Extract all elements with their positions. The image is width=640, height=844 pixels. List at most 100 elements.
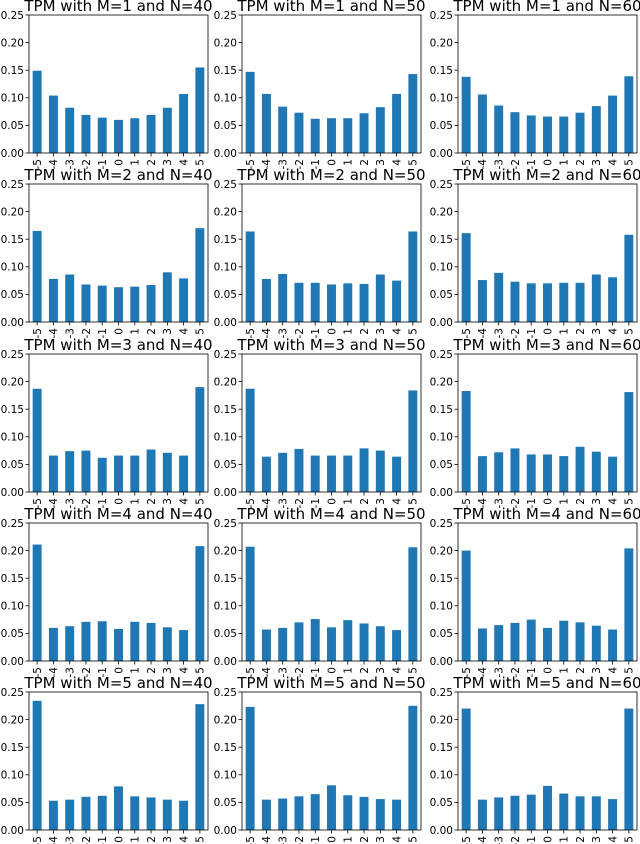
bar — [510, 281, 520, 322]
x-tick-label: 0 — [113, 159, 125, 166]
x-tick-label: -2 — [510, 159, 522, 169]
bar — [510, 112, 520, 153]
x-tick-label: -3 — [64, 328, 76, 338]
bar — [48, 800, 58, 830]
bar — [48, 278, 58, 322]
y-tick-label: 0.00 — [1, 487, 24, 499]
x-tick-label: -4 — [477, 328, 489, 339]
bar — [461, 550, 471, 661]
x-tick-label: -4 — [261, 836, 273, 844]
bar — [343, 795, 353, 830]
y-tick-label: 0.25 — [1, 179, 24, 191]
y-tick-label: 0.20 — [214, 376, 237, 388]
bar — [477, 94, 487, 153]
x-tick-label: 4 — [391, 836, 403, 843]
bar — [114, 786, 123, 830]
bar — [477, 456, 487, 492]
bar — [608, 629, 618, 661]
x-tick-label: -2 — [81, 159, 93, 169]
x-tick-label: 3 — [591, 328, 603, 335]
bar — [162, 452, 172, 492]
bar — [114, 628, 123, 661]
x-tick-label: 0 — [113, 836, 125, 843]
x-tick-label: 1 — [559, 159, 571, 166]
x-tick-label: 4 — [607, 159, 619, 166]
x-tick-label: -1 — [310, 159, 322, 169]
x-tick-label: -5 — [461, 159, 473, 169]
x-tick-label: -4 — [477, 498, 489, 509]
x-tick-label: -3 — [277, 159, 289, 169]
x-tick-label: -3 — [277, 667, 289, 677]
x-tick-label: -2 — [81, 498, 93, 508]
x-tick-label: -1 — [310, 498, 322, 508]
x-tick-label: 4 — [391, 667, 403, 674]
x-tick-label: -3 — [493, 667, 505, 677]
x-tick-label: 3 — [162, 328, 174, 335]
y-tick-label: 0.00 — [1, 825, 24, 837]
y-tick-label: 0.10 — [214, 770, 237, 782]
bar — [477, 628, 487, 661]
bar — [114, 287, 123, 322]
chart-title: TPM with M=3 and N=40 — [23, 336, 212, 354]
x-tick-label: 3 — [591, 159, 603, 166]
bar — [526, 115, 536, 153]
bar — [461, 708, 471, 830]
x-tick-label: -5 — [245, 667, 257, 677]
x-tick-label: 3 — [591, 498, 603, 505]
y-tick-label: 0.10 — [430, 432, 453, 444]
y-tick-label: 0.20 — [1, 206, 24, 218]
y-tick-label: 0.10 — [1, 262, 24, 274]
x-tick-label: 1 — [559, 836, 571, 843]
x-tick-label: 1 — [559, 498, 571, 505]
chart-panel: TPM with M=2 and N=40 0.00 0.05 0.10 0.15 0.2… — [1, 166, 213, 338]
y-tick-label: 0.00 — [430, 487, 453, 499]
bar — [624, 548, 634, 661]
y-tick-label: 0.20 — [430, 714, 453, 726]
x-tick-label: 2 — [359, 328, 371, 335]
y-tick-label: 0.15 — [1, 234, 24, 246]
bar — [327, 785, 336, 830]
x-tick-label: 0 — [326, 667, 338, 674]
x-tick-label: -1 — [526, 498, 538, 508]
x-tick-label: 5 — [408, 328, 420, 335]
x-tick-label: 2 — [146, 667, 158, 674]
bar — [278, 106, 288, 153]
chart-panel: TPM with M=3 and N=60 0.00 0.05 0.10 0.15 0.2… — [430, 336, 640, 508]
bar — [48, 455, 58, 492]
bar — [32, 388, 42, 492]
x-tick-label: -3 — [64, 498, 76, 508]
x-tick-label: -1 — [526, 159, 538, 169]
x-tick-label: 1 — [130, 667, 142, 674]
y-tick-label: 0.00 — [214, 825, 237, 837]
y-tick-label: 0.25 — [214, 687, 237, 699]
bar — [392, 93, 402, 153]
x-tick-label: -4 — [48, 328, 60, 339]
chart-panel: TPM with M=1 and N=40 0.00 0.05 0.10 0.15 0.2… — [1, 0, 213, 169]
bar — [559, 620, 569, 661]
y-tick-label: 0.15 — [430, 404, 453, 416]
bar — [624, 76, 634, 153]
bar — [543, 454, 552, 492]
bar — [32, 700, 42, 830]
bar — [343, 455, 353, 492]
bar — [375, 799, 385, 830]
x-tick-label: -5 — [461, 328, 473, 338]
x-tick-label: -1 — [97, 498, 109, 508]
x-tick-label: 4 — [391, 328, 403, 335]
bar — [608, 277, 618, 322]
x-tick-label: 3 — [375, 498, 387, 505]
y-tick-label: 0.05 — [214, 459, 237, 471]
bar — [278, 627, 288, 661]
bar — [32, 544, 42, 661]
y-tick-label: 0.05 — [214, 289, 237, 301]
bar — [543, 785, 552, 830]
bar — [114, 455, 123, 492]
y-tick-label: 0.20 — [214, 714, 237, 726]
bar — [559, 282, 569, 322]
bar — [130, 118, 140, 153]
bar — [278, 273, 288, 322]
chart-title: TPM with M=1 and N=40 — [23, 0, 212, 15]
x-tick-label: -2 — [81, 836, 93, 844]
bar — [245, 546, 255, 661]
y-tick-label: 0.10 — [430, 93, 453, 105]
